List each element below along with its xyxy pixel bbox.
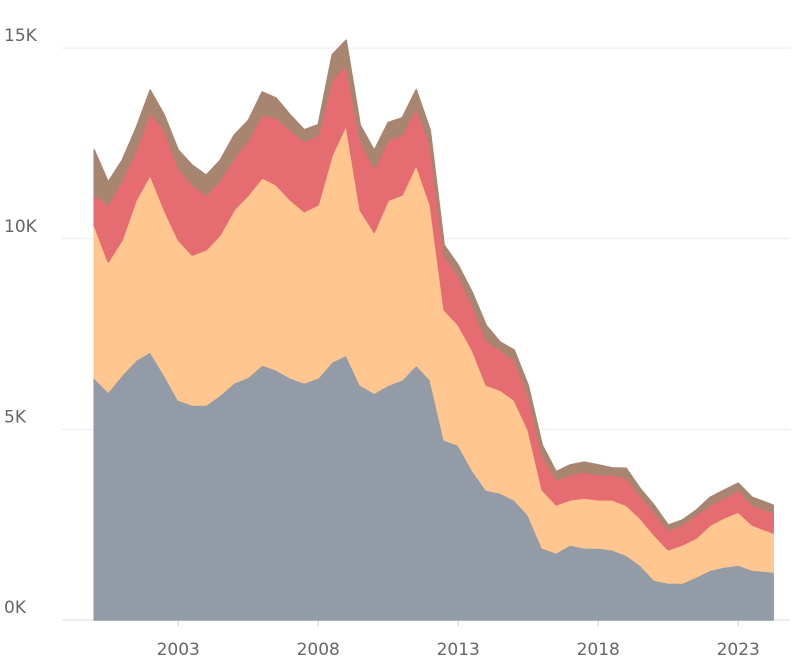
area: [93, 39, 774, 531]
x-tick-label: 2013: [437, 640, 480, 660]
x-tick-label: 2003: [157, 640, 200, 660]
y-tick-label: 10K: [4, 217, 38, 237]
x-tick-label: 2018: [577, 640, 620, 660]
x-tick-label: 2023: [717, 640, 760, 660]
y-tick-label: 0K: [4, 598, 27, 618]
y-tick-label: 5K: [4, 407, 27, 427]
x-tick-label: 2008: [297, 640, 340, 660]
y-tick-label: 15K: [4, 26, 38, 46]
